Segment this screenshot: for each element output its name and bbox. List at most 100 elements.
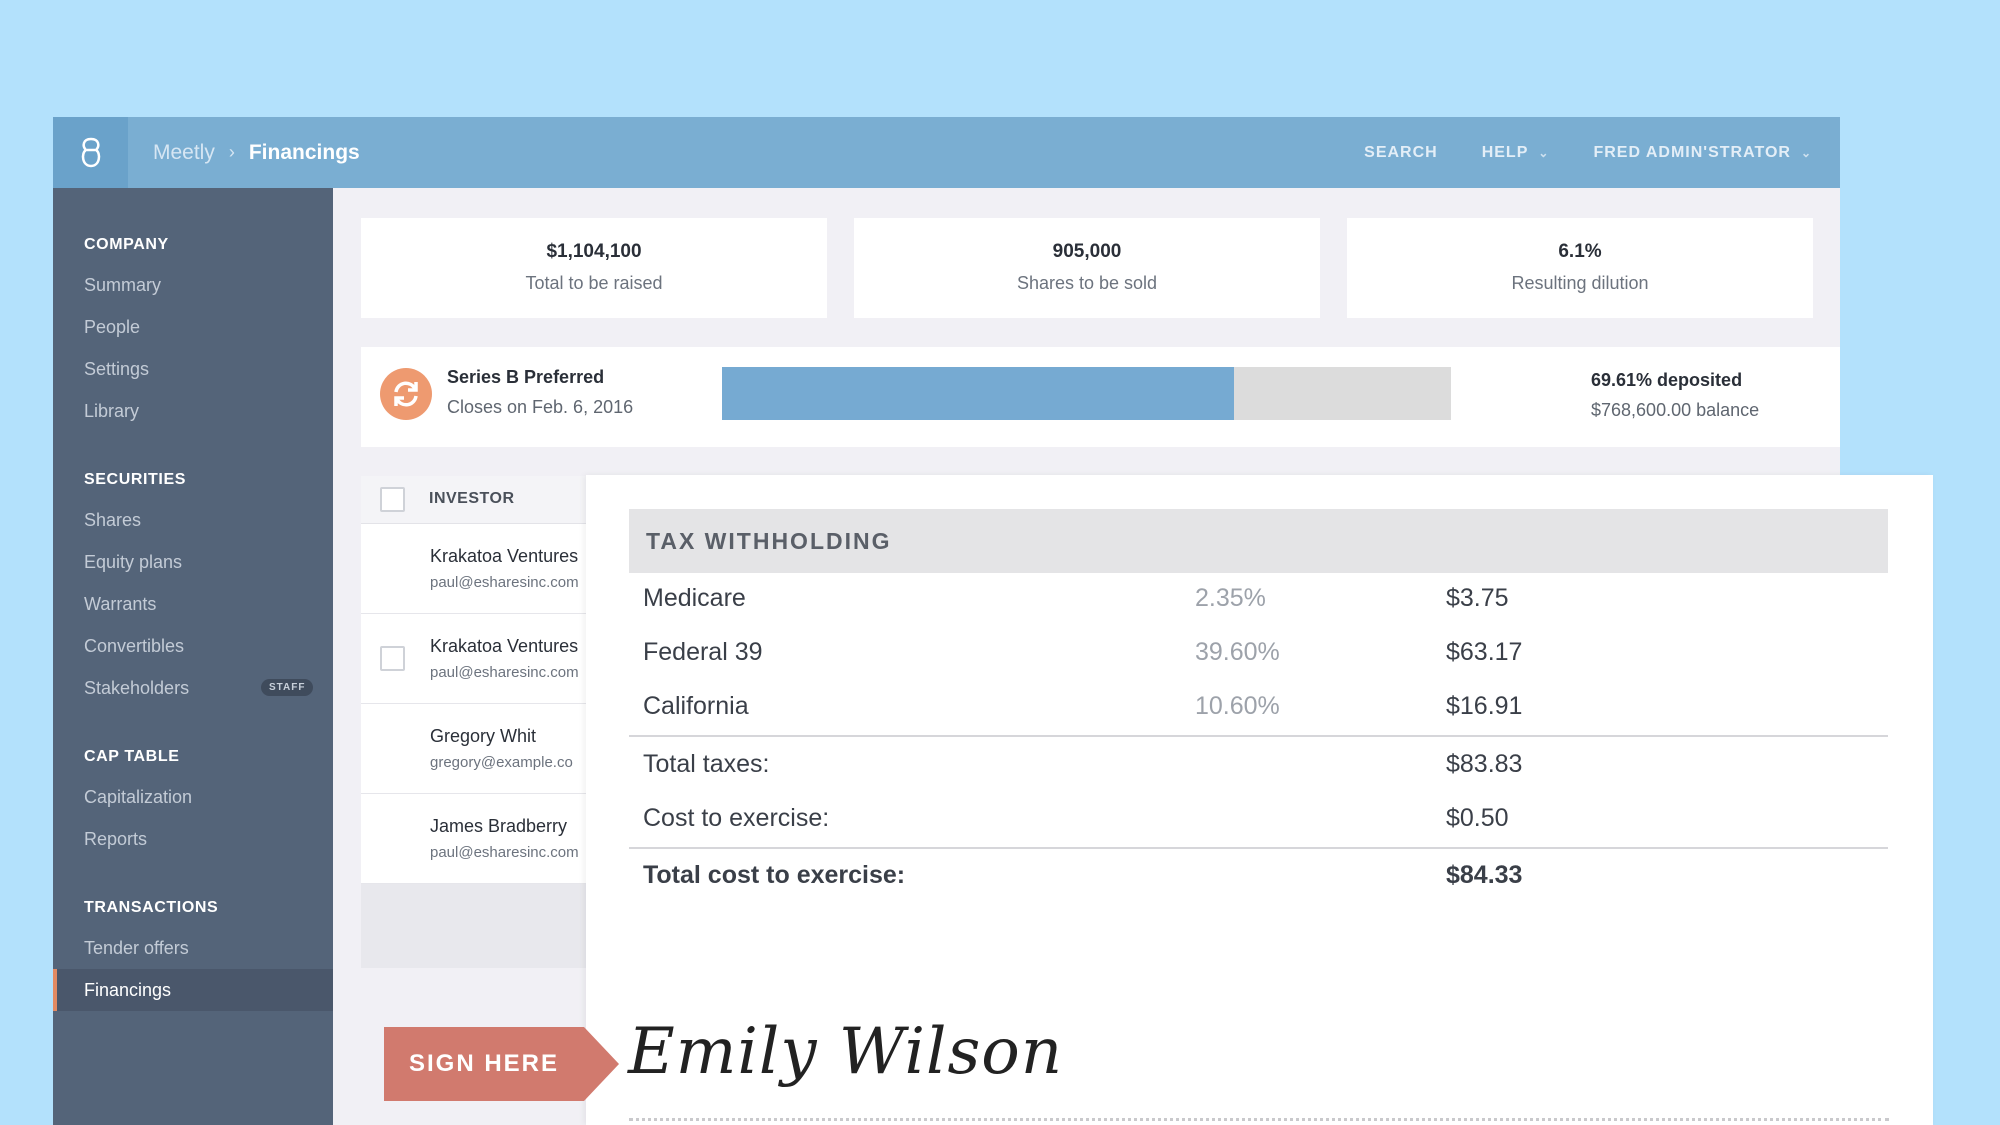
tax-name: Federal 39 bbox=[643, 638, 763, 666]
tax-name: Medicare bbox=[643, 584, 746, 612]
cost-value: $0.50 bbox=[1446, 804, 1509, 832]
investor-email: gregory@example.co bbox=[430, 754, 573, 771]
help-menu[interactable]: HELP ⌄ bbox=[1482, 144, 1550, 162]
breadcrumb-separator-icon: › bbox=[228, 142, 235, 162]
logo[interactable] bbox=[53, 117, 128, 188]
tax-row-cost: Cost to exercise: $0.50 bbox=[629, 804, 1888, 858]
tax-rate: 2.35% bbox=[1195, 584, 1266, 612]
tax-header: TAX WITHHOLDING bbox=[629, 509, 1888, 573]
sidebar-item-convertibles[interactable]: Convertibles bbox=[84, 635, 185, 656]
chevron-down-icon: ⌄ bbox=[1800, 145, 1812, 160]
sidebar-item-financings[interactable]: Financings bbox=[53, 969, 333, 1011]
stat-card-total-raised: $1,104,100 Total to be raised bbox=[361, 218, 827, 318]
cost-label: Cost to exercise: bbox=[643, 804, 830, 832]
stat-value: 905,000 bbox=[1052, 241, 1122, 262]
breadcrumb-company[interactable]: Meetly bbox=[153, 140, 215, 164]
tax-amount: $3.75 bbox=[1446, 584, 1509, 612]
sidebar-section-securities: SECURITIES bbox=[84, 471, 187, 488]
user-name: FRED ADMIN'STRATOR bbox=[1593, 143, 1791, 161]
sidebar: COMPANY Summary People Settings Library … bbox=[53, 188, 333, 1125]
tax-row-california: California 10.60% $16.91 bbox=[629, 692, 1888, 746]
investor-name: James Bradberry bbox=[430, 816, 568, 836]
investor-row[interactable]: Krakatoa Ventures paul@esharesinc.com bbox=[361, 524, 587, 614]
logo-icon bbox=[81, 137, 100, 167]
investor-table: INVESTOR Krakatoa Ventures paul@esharesi… bbox=[361, 476, 587, 968]
tax-divider bbox=[629, 735, 1888, 737]
sidebar-item-reports[interactable]: Reports bbox=[84, 828, 148, 849]
sidebar-item-tender-offers[interactable]: Tender offers bbox=[84, 937, 189, 958]
stat-label: Total to be raised bbox=[525, 273, 663, 293]
tax-rate: 10.60% bbox=[1195, 692, 1280, 720]
row-checkbox[interactable] bbox=[380, 646, 405, 671]
tax-rate: 39.60% bbox=[1195, 638, 1280, 666]
top-bar: Meetly › Financings SEARCH HELP ⌄ FRED A… bbox=[53, 117, 1840, 188]
sidebar-item-people[interactable]: People bbox=[84, 316, 141, 337]
tax-name: California bbox=[643, 692, 749, 720]
signature-line bbox=[629, 1118, 1889, 1121]
sidebar-item-settings[interactable]: Settings bbox=[84, 358, 150, 379]
investor-email: paul@esharesinc.com bbox=[430, 574, 579, 591]
search-link[interactable]: SEARCH bbox=[1364, 144, 1438, 162]
breadcrumb: Meetly › Financings bbox=[153, 117, 360, 188]
top-nav: SEARCH HELP ⌄ FRED ADMIN'STRATOR ⌄ bbox=[1364, 117, 1812, 188]
tax-row-medicare: Medicare 2.35% $3.75 bbox=[629, 584, 1888, 638]
sign-here-tag[interactable]: SIGN HERE bbox=[384, 1027, 619, 1101]
tax-amount: $63.17 bbox=[1446, 638, 1523, 666]
total-taxes-label: Total taxes: bbox=[643, 750, 770, 778]
total-taxes-value: $83.83 bbox=[1446, 750, 1523, 778]
sidebar-section-company: COMPANY bbox=[84, 236, 169, 253]
stat-label: Shares to be sold bbox=[1016, 273, 1158, 293]
search-label: SEARCH bbox=[1364, 143, 1438, 161]
investor-email: paul@esharesinc.com bbox=[430, 664, 579, 681]
sign-here-arrow-icon bbox=[384, 1027, 619, 1101]
breadcrumb-current: Financings bbox=[248, 140, 360, 164]
sidebar-item-capitalization[interactable]: Capitalization bbox=[84, 786, 193, 807]
chevron-down-icon: ⌄ bbox=[1538, 145, 1550, 160]
sidebar-section-cap-table: CAP TABLE bbox=[84, 748, 180, 765]
investor-row[interactable]: James Bradberry paul@esharesinc.com bbox=[361, 794, 587, 884]
total-cost-label: Total cost to exercise: bbox=[643, 861, 906, 889]
deposit-progress-bar bbox=[722, 367, 1451, 420]
investor-table-header: INVESTOR bbox=[361, 476, 587, 524]
sidebar-item-summary[interactable]: Summary bbox=[84, 274, 162, 295]
tax-withholding-card: TAX WITHHOLDING Medicare 2.35% $3.75 Fed… bbox=[586, 475, 1933, 1125]
investor-name: Gregory Whit bbox=[430, 726, 537, 746]
series-close-date: Closes on Feb. 6, 2016 bbox=[447, 397, 634, 417]
deposited-percent: 69.61% deposited bbox=[1591, 370, 1743, 390]
tax-row-total-cost: Total cost to exercise: $84.33 bbox=[629, 861, 1888, 915]
sidebar-item-library[interactable]: Library bbox=[84, 400, 140, 421]
stat-value: $1,104,100 bbox=[546, 241, 642, 262]
refresh-icon bbox=[380, 368, 432, 420]
stat-value: 6.1% bbox=[1558, 241, 1602, 262]
investor-row[interactable]: Krakatoa Ventures paul@esharesinc.com bbox=[361, 614, 587, 704]
sign-here-label: SIGN HERE bbox=[408, 1050, 560, 1077]
tax-amount: $16.91 bbox=[1446, 692, 1523, 720]
select-all-checkbox[interactable] bbox=[380, 487, 405, 512]
sidebar-item-label: Stakeholders bbox=[84, 677, 190, 698]
help-label: HELP bbox=[1481, 143, 1529, 161]
financing-series-row[interactable]: Series B Preferred Closes on Feb. 6, 201… bbox=[361, 347, 1840, 447]
stat-card-dilution: 6.1% Resulting dilution bbox=[1347, 218, 1813, 318]
investor-email: paul@esharesinc.com bbox=[430, 844, 579, 861]
tax-row-total-taxes: Total taxes: $83.83 bbox=[629, 750, 1888, 804]
tax-divider bbox=[629, 847, 1888, 849]
investor-row[interactable]: Gregory Whit gregory@example.co bbox=[361, 704, 587, 794]
series-name: Series B Preferred bbox=[447, 367, 605, 387]
investor-name: Krakatoa Ventures bbox=[430, 636, 579, 656]
stat-label: Resulting dilution bbox=[1511, 273, 1649, 293]
investor-column-header[interactable]: INVESTOR bbox=[429, 490, 515, 507]
investor-table-footer bbox=[361, 884, 587, 968]
sidebar-item-equity-plans[interactable]: Equity plans bbox=[84, 551, 183, 572]
deposit-progress-fill bbox=[722, 367, 1235, 420]
signature[interactable]: Emily Wilson bbox=[628, 1015, 1064, 1089]
user-menu[interactable]: FRED ADMIN'STRATOR ⌄ bbox=[1593, 144, 1812, 162]
sidebar-item-stakeholders[interactable]: Stakeholders STAFF bbox=[53, 667, 333, 709]
sidebar-item-warrants[interactable]: Warrants bbox=[84, 593, 157, 614]
sidebar-item-shares[interactable]: Shares bbox=[84, 509, 142, 530]
stat-card-shares-sold: 905,000 Shares to be sold bbox=[854, 218, 1320, 318]
sidebar-section-transactions: TRANSACTIONS bbox=[84, 899, 219, 916]
deposit-balance: $768,600.00 balance bbox=[1591, 400, 1760, 420]
staff-badge: STAFF bbox=[261, 679, 314, 696]
investor-name: Krakatoa Ventures bbox=[430, 546, 579, 566]
tax-row-federal: Federal 39 39.60% $63.17 bbox=[629, 638, 1888, 692]
